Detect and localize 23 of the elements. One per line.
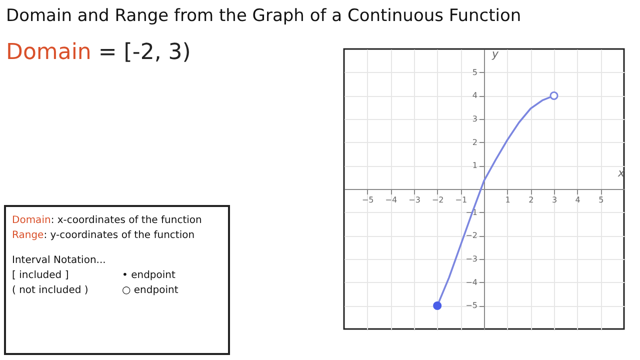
y-tick-label: 1: [472, 161, 478, 170]
text: Domain = [-2, 3): [6, 40, 191, 65]
y-axis-title: y: [490, 48, 499, 60]
y-tick-label: −3: [466, 254, 478, 264]
x-tick-label: −1: [455, 196, 468, 204]
y-tick-label: 5: [472, 68, 478, 77]
x-tick-label: 3: [552, 196, 558, 204]
y-tick-label: 3: [472, 114, 478, 124]
x-tick-label: −3: [408, 196, 420, 204]
x-tick-label: 1: [505, 196, 510, 204]
y-tick-label: 4: [472, 91, 478, 100]
x-tick-label: −2: [432, 196, 444, 204]
y-tick-label: −2: [466, 231, 478, 240]
note-box: Domain: x-coordinates of the function Range: y-coordinates of the function Interval Notation... [ included ] • endpoint ( not included ) ○ endpoint: [4, 205, 230, 355]
x-tick-label: −4: [385, 196, 398, 204]
x-tick-label: 2: [528, 196, 534, 204]
x-tick-label: −5: [362, 196, 374, 204]
y-tick-label: 2: [472, 138, 478, 147]
chart-title: Domain and Range from the Graph of a Continuous Function: [6, 6, 522, 26]
x-tick-label: 5: [598, 196, 604, 204]
y-tick-label: −5: [466, 301, 478, 310]
x-tick-label: 4: [575, 196, 580, 204]
y-tick-label: −4: [466, 278, 478, 287]
